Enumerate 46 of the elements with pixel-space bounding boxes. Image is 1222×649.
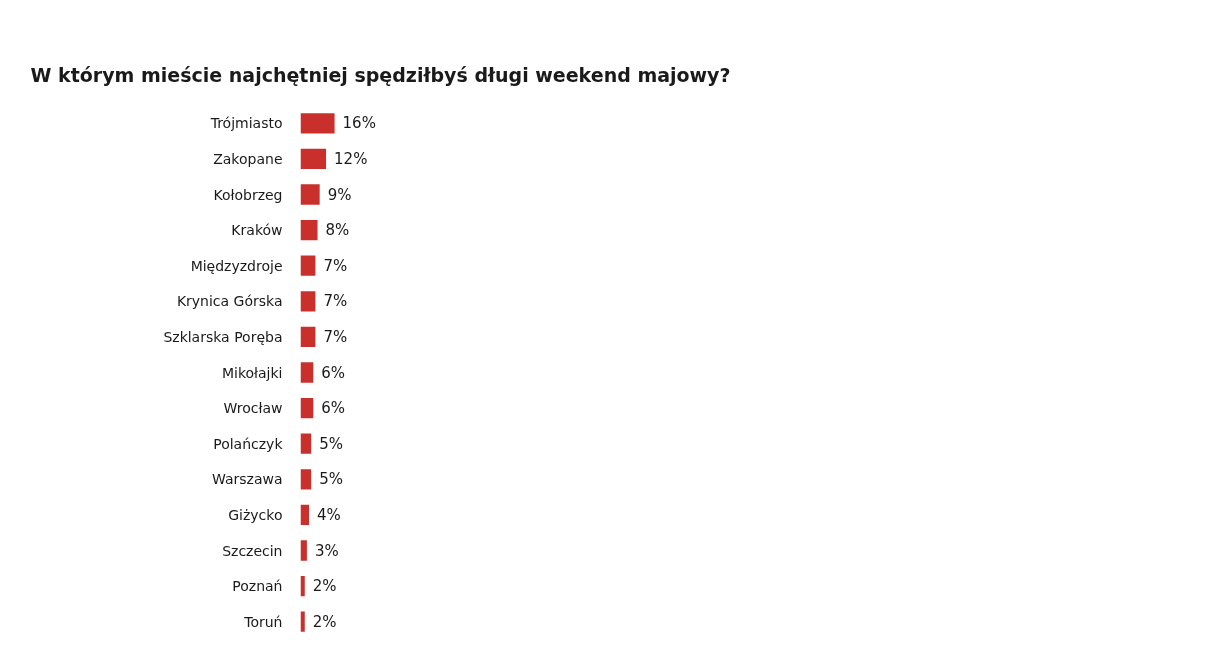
y-tick-label: Poznań xyxy=(232,578,283,595)
bar xyxy=(300,433,312,454)
bar xyxy=(300,219,318,241)
y-tick-label: Mikołajki xyxy=(221,364,283,381)
y-tick-label: Krynica Górska xyxy=(176,293,283,310)
bar xyxy=(300,469,312,490)
y-tick-label: Giżycko xyxy=(228,506,283,523)
data-label: 4% xyxy=(317,505,341,524)
data-label: 7% xyxy=(323,327,348,346)
bar xyxy=(300,397,314,419)
bar xyxy=(300,184,320,205)
data-label: 9% xyxy=(327,185,352,204)
y-tick-label: Szczecin xyxy=(222,542,283,559)
y-tick-label: Szklarska Poręba xyxy=(163,328,283,345)
data-label: 7% xyxy=(323,256,348,275)
data-label: 2% xyxy=(312,577,337,596)
bar xyxy=(300,540,307,561)
text: W którym mieście najchętniej spędziłbyś długi weekend majowy? xyxy=(30,63,731,86)
data-label: 3% xyxy=(314,541,339,560)
y-tick-label: Zakopane xyxy=(213,150,283,167)
y-tick-label: Trójmiasto xyxy=(209,115,283,132)
data-label: 6% xyxy=(321,363,346,382)
bar xyxy=(300,148,327,170)
bar xyxy=(300,255,316,276)
y-tick-label: Kraków xyxy=(231,222,283,239)
data-label: 8% xyxy=(325,221,350,240)
y-tick-label: Międzyzdroje xyxy=(190,257,283,274)
y-tick-label: Warszawa xyxy=(211,471,283,488)
bar xyxy=(300,575,305,597)
y-tick-label: Toruń xyxy=(243,613,283,630)
data-label: 7% xyxy=(323,292,348,311)
data-label: 5% xyxy=(319,434,343,453)
bar xyxy=(300,611,305,632)
y-tick-label: Polańczyk xyxy=(213,435,284,452)
data-label: 5% xyxy=(319,470,343,489)
data-label: 6% xyxy=(321,399,346,418)
data-label: 2% xyxy=(312,612,337,631)
bar xyxy=(300,113,335,134)
data-label: 16% xyxy=(342,114,376,133)
y-tick-label: Kołobrzeg xyxy=(213,186,283,203)
data-label: 12% xyxy=(334,149,368,168)
bar xyxy=(300,504,310,526)
y-tick-label: Wrocław xyxy=(223,400,283,417)
bar xyxy=(300,362,314,383)
bar xyxy=(300,291,316,312)
bar xyxy=(300,326,316,348)
